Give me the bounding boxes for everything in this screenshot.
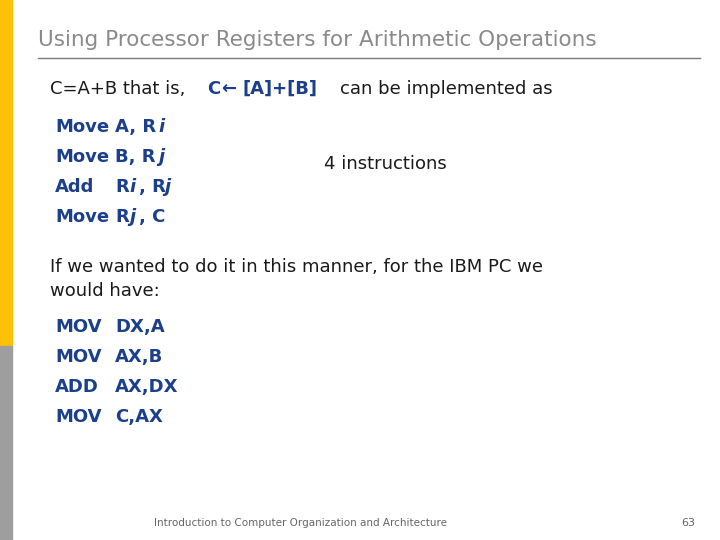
Text: R: R (115, 178, 129, 196)
Text: MOV: MOV (55, 318, 102, 336)
Text: 4 instructions: 4 instructions (323, 155, 446, 173)
Text: i: i (158, 118, 164, 136)
Text: ADD: ADD (55, 378, 99, 396)
Text: i: i (129, 178, 135, 196)
Text: ←: ← (221, 80, 236, 98)
Text: C,AX: C,AX (115, 408, 163, 426)
Text: , C: , C (139, 208, 166, 226)
Text: Move: Move (55, 118, 109, 136)
Text: j: j (164, 178, 170, 196)
Text: Move: Move (55, 208, 109, 226)
Text: AX,B: AX,B (115, 348, 163, 366)
Text: MOV: MOV (55, 348, 102, 366)
Text: j: j (158, 148, 164, 166)
Text: If we wanted to do it in this manner, for the IBM PC we: If we wanted to do it in this manner, fo… (50, 258, 543, 276)
Text: AX,DX: AX,DX (115, 378, 179, 396)
Text: B, R: B, R (115, 148, 156, 166)
Text: can be implemented as: can be implemented as (340, 80, 553, 98)
Text: [A]+[B]: [A]+[B] (242, 80, 317, 98)
Text: Add: Add (55, 178, 94, 196)
Text: Move: Move (55, 148, 109, 166)
Text: MOV: MOV (55, 408, 102, 426)
Text: Using Processor Registers for Arithmetic Operations: Using Processor Registers for Arithmetic… (38, 30, 597, 50)
Text: C=A+B that is,: C=A+B that is, (50, 80, 185, 98)
Text: j: j (129, 208, 135, 226)
Text: C: C (207, 80, 220, 98)
Text: , R: , R (139, 178, 166, 196)
Text: DX,A: DX,A (115, 318, 165, 336)
Text: 63: 63 (681, 518, 695, 528)
Text: would have:: would have: (50, 282, 160, 300)
Text: A, R: A, R (115, 118, 156, 136)
Text: Introduction to Computer Organization and Architecture: Introduction to Computer Organization an… (153, 518, 446, 528)
Text: R: R (115, 208, 129, 226)
